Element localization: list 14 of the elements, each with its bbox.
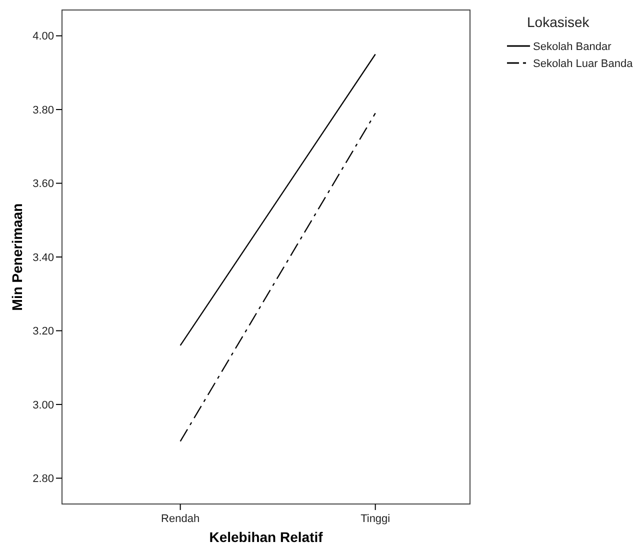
y-tick-label: 2.80 [32,473,54,486]
y-tick-label: 4.00 [32,30,54,43]
y-tick-label: 3.20 [32,326,54,338]
x-axis-title: Kelebihan Relatif [209,529,324,544]
legend-title: Lokasisek [527,14,590,30]
x-tick-label: Rendah [161,513,200,525]
y-tick-label: 3.80 [32,104,54,116]
x-tick-label: Tinggi [360,513,390,525]
y-tick-label: 3.60 [32,178,54,190]
y-axis-title: Min Penerimaan [9,203,25,311]
legend-label: Sekolah Luar Banda [533,58,634,70]
y-tick-label: 3.00 [32,399,54,412]
y-tick-label: 3.40 [32,252,54,264]
legend-label: Sekolah Bandar [533,40,612,53]
